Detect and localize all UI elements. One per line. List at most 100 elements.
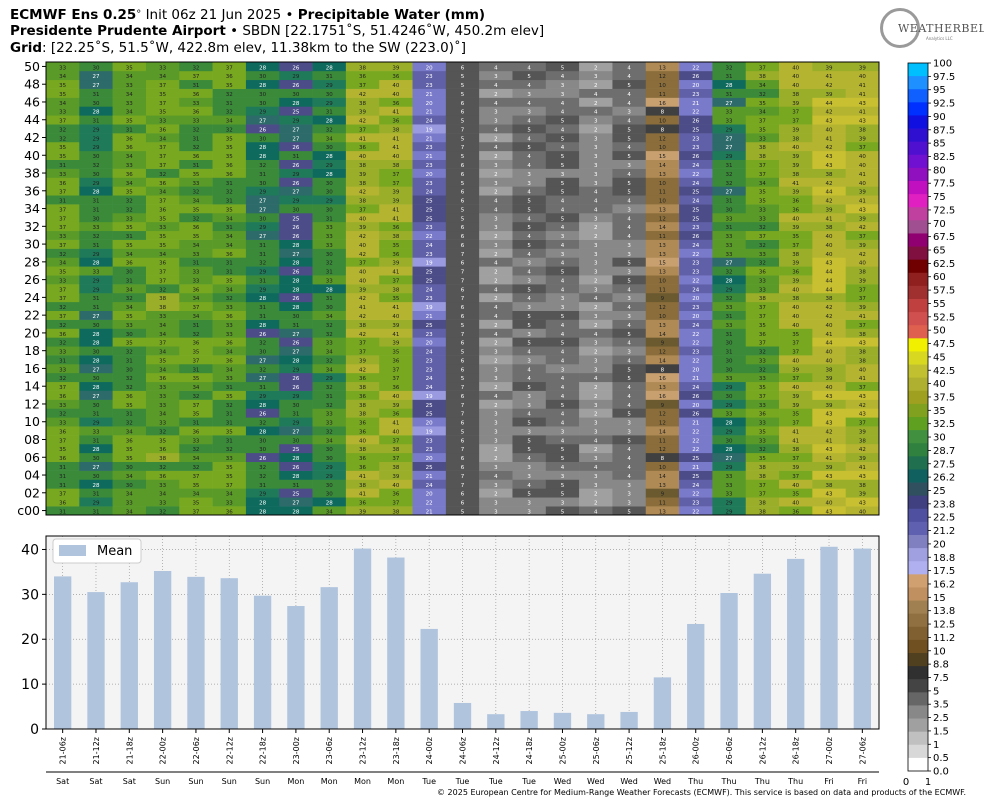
heatmap-cell xyxy=(312,168,347,178)
heatmap-cell-value: 38 xyxy=(826,225,833,231)
heatmap-cell-value: 41 xyxy=(392,145,399,151)
heatmap-y-label: 38 xyxy=(24,166,40,181)
heatmap-cell-value: 7 xyxy=(461,332,465,338)
heatmap-cell-value: 41 xyxy=(826,456,833,462)
heatmap-cell-value: 5 xyxy=(627,376,631,382)
bar-x-tick-label: 25-12z xyxy=(625,737,634,764)
heatmap-cell-value: 3 xyxy=(527,403,531,409)
heatmap-cell xyxy=(479,417,513,427)
heatmap-cell-value: 38 xyxy=(792,92,799,98)
heatmap-cell xyxy=(745,62,780,72)
heatmap-cell xyxy=(745,408,780,418)
heatmap-cell xyxy=(379,470,413,480)
heatmap-cell-value: 24 xyxy=(692,181,699,187)
heatmap-cell-value: 30 xyxy=(92,456,99,462)
heatmap-cell-value: 33 xyxy=(726,243,733,249)
heatmap-cell xyxy=(812,443,846,454)
heatmap-cell-value: 6 xyxy=(461,394,465,400)
heatmap-cell-value: 35 xyxy=(59,154,66,160)
heatmap-cell-value: 31 xyxy=(726,74,733,80)
bar-y-tick-label: 30 xyxy=(21,587,39,603)
heatmap-cell-value: 42 xyxy=(826,314,833,320)
heatmap-cell-value: 24 xyxy=(692,163,699,169)
heatmap-cell xyxy=(279,301,313,311)
bar-x-tick-label: 25-18z xyxy=(658,737,667,764)
heatmap-cell xyxy=(379,124,413,134)
heatmap-cell-value: 31 xyxy=(126,127,133,133)
heatmap-cell-value: 42 xyxy=(859,252,866,258)
heatmap-cell xyxy=(545,195,580,205)
heatmap-cell xyxy=(212,310,247,320)
heatmap-cell xyxy=(445,195,480,205)
colorbar-swatch xyxy=(908,653,928,667)
heatmap-cell xyxy=(512,221,547,232)
heatmap-cell xyxy=(612,177,647,187)
heatmap-cell xyxy=(445,150,480,160)
title-separator: • xyxy=(285,7,294,23)
heatmap-cell-value: 39 xyxy=(392,261,399,267)
mean-bar xyxy=(687,623,705,729)
heatmap-cell xyxy=(679,204,713,214)
heatmap-cell xyxy=(112,301,147,311)
heatmap-cell-value: 30 xyxy=(259,447,266,453)
heatmap-cell xyxy=(412,355,447,365)
heatmap-cell xyxy=(79,115,113,125)
heatmap-cell xyxy=(645,355,680,365)
heatmap-cell-value: 36 xyxy=(759,270,766,276)
heatmap-cell-value: 31 xyxy=(92,492,99,498)
heatmap-cell xyxy=(379,310,413,320)
heatmap-cell xyxy=(779,461,813,471)
bar-y-tick-label: 0 xyxy=(30,722,39,738)
heatmap-cell-value: 31 xyxy=(92,119,99,125)
heatmap-cell-value: 31 xyxy=(226,421,233,427)
heatmap-cell xyxy=(545,88,580,98)
heatmap-cell xyxy=(779,452,813,462)
heatmap-cell xyxy=(345,168,380,178)
heatmap-cell-value: 3 xyxy=(494,110,498,116)
heatmap-y-label: 44 xyxy=(24,112,40,127)
heatmap-cell xyxy=(379,168,413,178)
heatmap-cell xyxy=(145,337,180,347)
heatmap-cell xyxy=(345,381,380,391)
heatmap-cell-value: 37 xyxy=(159,101,166,107)
heatmap-cell-value: 38 xyxy=(359,181,366,187)
heatmap-cell xyxy=(712,275,747,285)
colorbar-tick-label: 26.2 xyxy=(933,473,955,484)
heatmap-cell xyxy=(179,319,213,329)
heatmap-cell xyxy=(179,310,213,320)
colorbar-swatch xyxy=(908,587,928,601)
heatmap-cell xyxy=(245,221,280,232)
heatmap-cell xyxy=(479,186,513,196)
heatmap-cell xyxy=(579,239,613,249)
heatmap-cell xyxy=(712,372,747,383)
heatmap-cell-value: 40 xyxy=(826,234,833,240)
heatmap-cell-value: 2 xyxy=(594,350,598,356)
heatmap-cell-value: 39 xyxy=(359,509,366,515)
heatmap-cell-value: 23 xyxy=(426,438,433,444)
heatmap-cell-value: 30 xyxy=(726,358,733,364)
heatmap-cell-value: 36 xyxy=(226,252,233,258)
heatmap-cell xyxy=(46,177,80,187)
heatmap-cell xyxy=(679,62,713,72)
heatmap-cell xyxy=(445,292,480,303)
heatmap-cell-value: 40 xyxy=(359,154,366,160)
heatmap-cell-value: 31 xyxy=(192,367,199,373)
heatmap-cell xyxy=(79,124,113,134)
heatmap-cell xyxy=(579,399,613,409)
heatmap-cell-value: 32 xyxy=(126,207,133,213)
heatmap-cell xyxy=(145,301,180,311)
heatmap-cell xyxy=(612,506,647,516)
heatmap-y-label: 24 xyxy=(24,290,40,305)
heatmap-cell-value: 27 xyxy=(259,376,266,382)
heatmap-cell-value: 3 xyxy=(527,261,531,267)
heatmap-cell-value: 16 xyxy=(659,394,666,400)
heatmap-cell-value: 29 xyxy=(259,190,266,196)
heatmap-cell xyxy=(712,106,747,116)
heatmap-cell xyxy=(545,70,580,81)
heatmap-cell xyxy=(445,70,480,81)
heatmap-cell xyxy=(145,150,180,160)
heatmap-cell-value: 4 xyxy=(627,172,631,178)
heatmap-cell xyxy=(312,124,347,134)
heatmap-cell xyxy=(145,195,180,205)
heatmap-cell-value: 37 xyxy=(792,376,799,382)
